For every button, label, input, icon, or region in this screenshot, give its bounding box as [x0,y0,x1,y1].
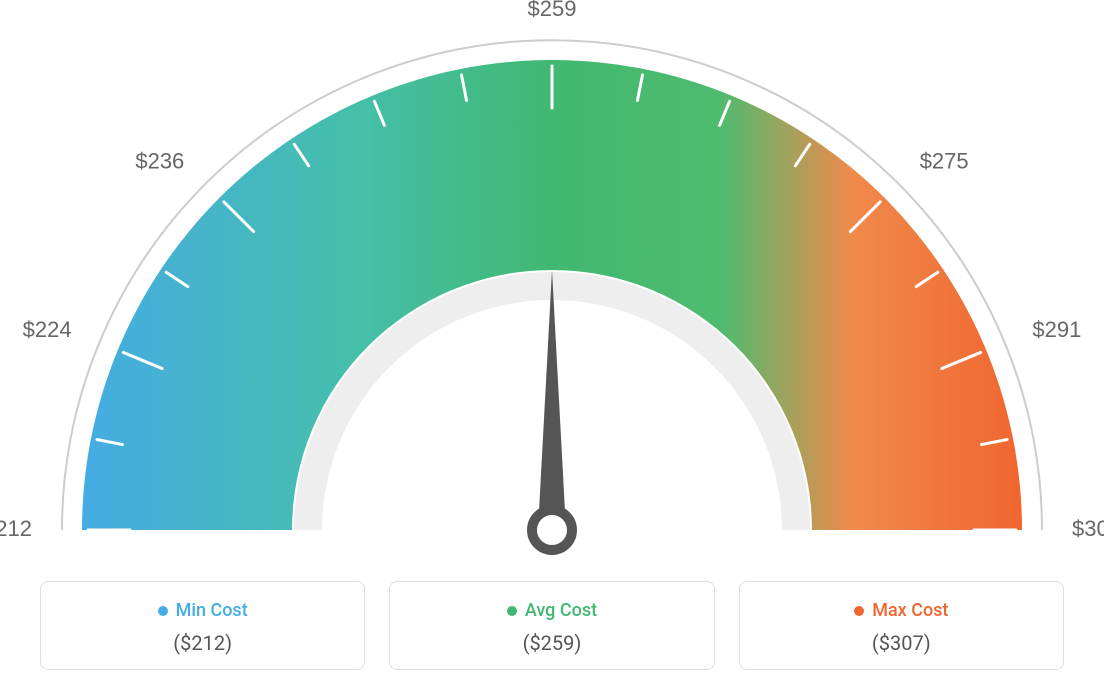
legend-dot-avg [507,606,517,616]
gauge-svg: $212 $224 $236 $259 $275 $291 $307 [0,0,1104,560]
legend-value-max: ($307) [752,631,1051,655]
svg-text:$259: $259 [528,0,577,21]
legend-dot-max [854,606,864,616]
svg-text:$275: $275 [920,148,969,173]
svg-text:$291: $291 [1032,317,1081,342]
legend-dot-min [158,606,168,616]
legend-label-max: Max Cost [872,600,948,621]
legend-label-row: Min Cost [53,600,352,621]
legend-card-min: Min Cost ($212) [40,581,365,670]
legend-label-avg: Avg Cost [525,600,597,621]
legend-value-avg: ($259) [402,631,701,655]
cost-gauge-chart: $212 $224 $236 $259 $275 $291 $307 Min Cost ($… [0,0,1104,690]
legend-value-min: ($212) [53,631,352,655]
svg-text:$236: $236 [135,148,184,173]
gauge-area: $212 $224 $236 $259 $275 $291 $307 [0,0,1104,560]
svg-text:$307: $307 [1072,516,1104,541]
legend-card-avg: Avg Cost ($259) [389,581,714,670]
legend-label-min: Min Cost [176,600,248,621]
legend-label-row: Max Cost [752,600,1051,621]
legend-row: Min Cost ($212) Avg Cost ($259) Max Cost… [40,581,1064,670]
legend-card-max: Max Cost ($307) [739,581,1064,670]
svg-text:$224: $224 [23,317,72,342]
svg-text:$212: $212 [0,516,32,541]
legend-label-row: Avg Cost [402,600,701,621]
